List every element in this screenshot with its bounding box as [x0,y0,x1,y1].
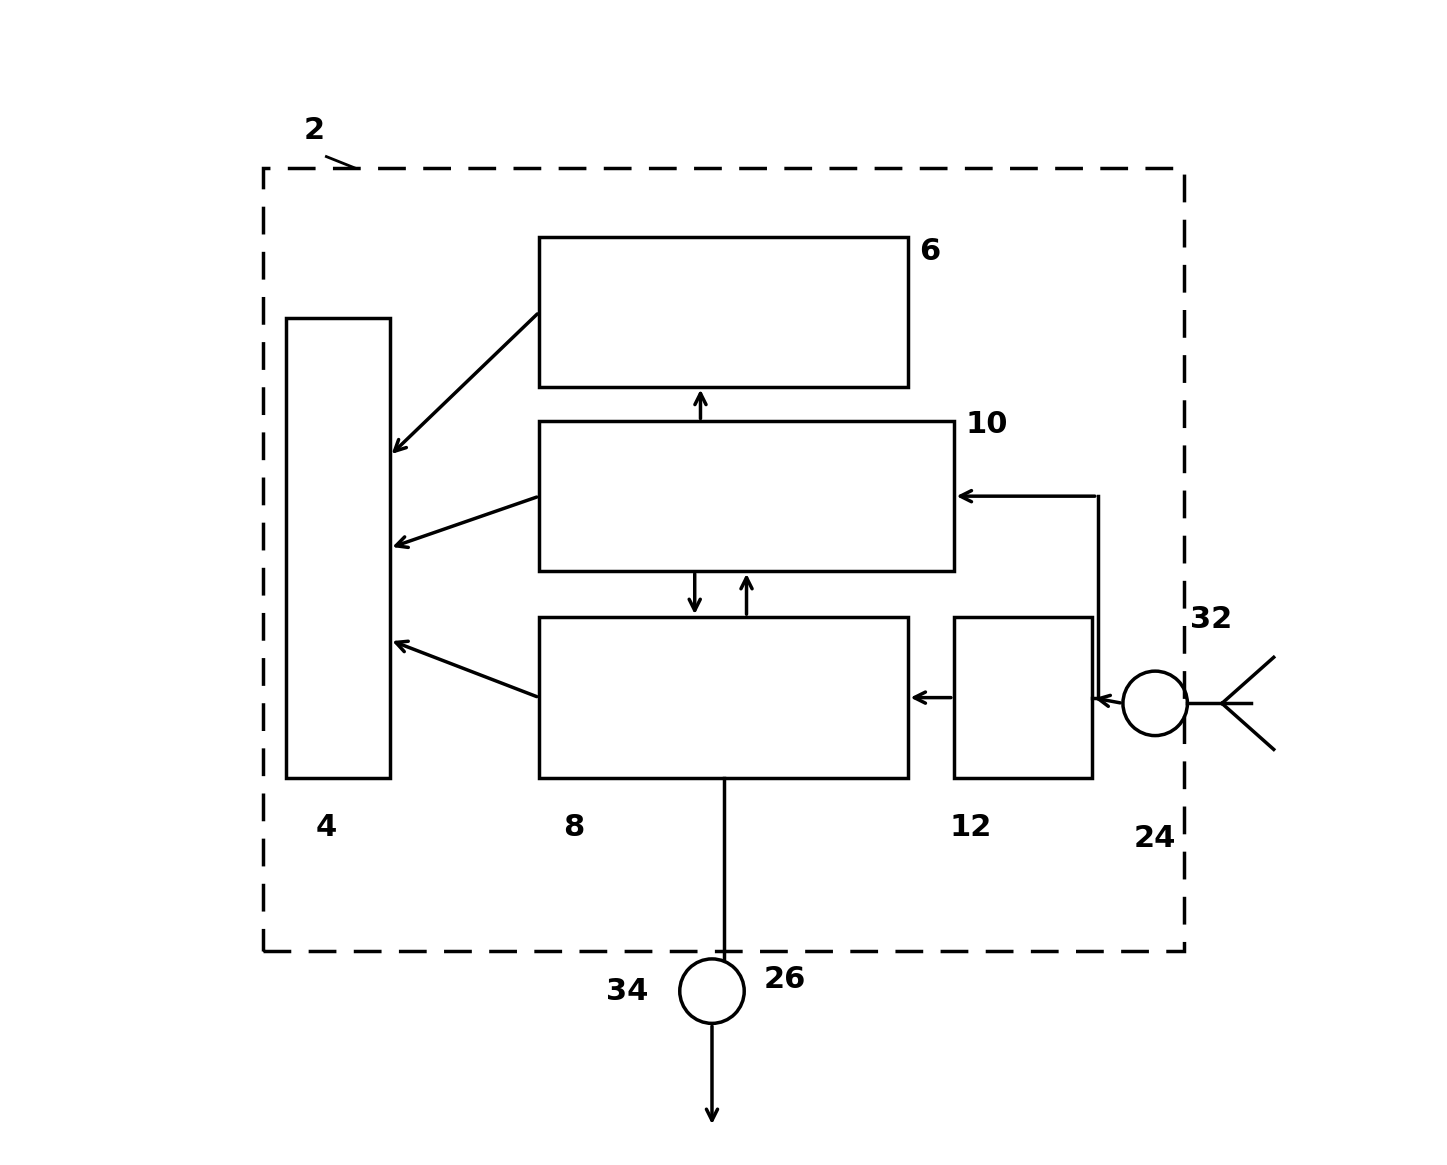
Bar [287,318,389,778]
Bar [263,168,1184,951]
Text: 34: 34 [606,976,648,1005]
Text: 26: 26 [764,965,806,994]
Text: 32: 32 [1189,606,1231,634]
Text: 8: 8 [563,813,585,842]
Text: 24: 24 [1134,824,1176,853]
Bar [954,617,1092,778]
Text: 4: 4 [315,813,337,842]
Text: 2: 2 [304,116,324,146]
Text: 12: 12 [949,813,993,842]
Bar [540,238,907,387]
Bar [540,617,907,778]
Text: 6: 6 [919,238,941,266]
Text: 10: 10 [965,410,1007,439]
Bar [540,422,954,571]
